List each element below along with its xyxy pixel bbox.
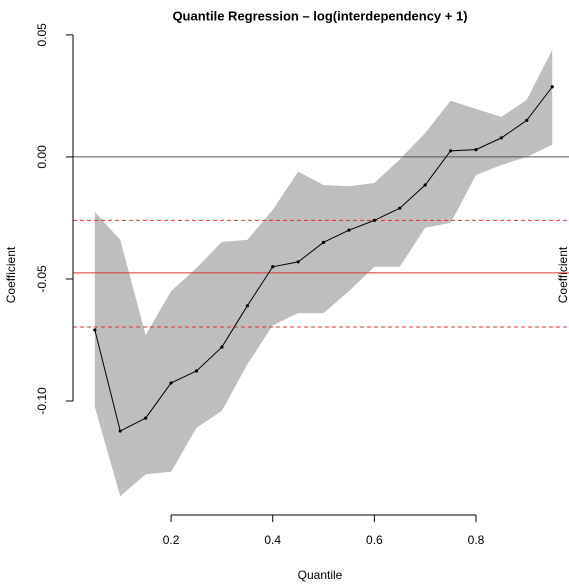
point (423, 183, 427, 187)
y-axis-label-right: Coefficient (556, 246, 569, 303)
point (245, 304, 249, 308)
point (372, 218, 376, 222)
point (296, 260, 300, 264)
point (144, 416, 148, 420)
point (398, 206, 402, 210)
x-tick-label: 0.6 (366, 533, 383, 547)
point (499, 136, 504, 140)
x-tick-label: 0.8 (468, 533, 485, 547)
y-tick-label: 0.00 (35, 145, 49, 169)
x-tick-label: 0.2 (163, 533, 180, 547)
point (550, 85, 554, 89)
chart-title: Quantile Regression – log(interdependenc… (172, 8, 467, 23)
x-axis-label: Quantile (298, 568, 343, 582)
point (169, 381, 173, 385)
x-tick-label: 0.4 (264, 533, 281, 547)
y-tick-label: -0.10 (35, 387, 49, 415)
point (321, 240, 326, 244)
y-tick-label: -0.05 (35, 265, 49, 293)
point (525, 118, 529, 122)
point (448, 149, 453, 153)
point (93, 328, 97, 332)
point (474, 148, 478, 152)
point (271, 265, 275, 269)
point (118, 429, 122, 433)
y-tick-label: 0.05 (35, 23, 49, 47)
point (347, 228, 351, 232)
point (194, 369, 199, 373)
point (220, 345, 224, 349)
y-axis-label: Coefficient (4, 246, 18, 303)
